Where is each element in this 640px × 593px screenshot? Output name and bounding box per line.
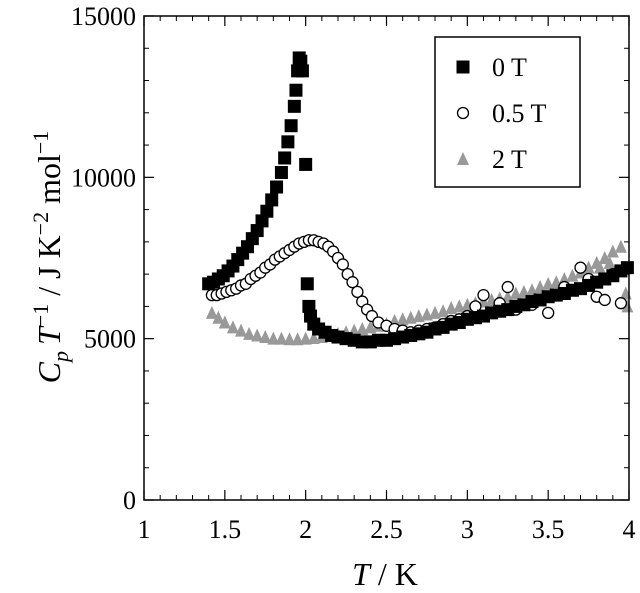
legend-label-0-5-t: 0.5 T (492, 99, 547, 128)
y-title-sup3: −1 (28, 131, 53, 154)
data-points (202, 51, 634, 349)
data-point-2-t (606, 244, 619, 258)
data-point-2-t (205, 305, 218, 319)
x-tick-label: 1.5 (209, 515, 242, 544)
y-title-t: T (31, 325, 67, 345)
data-point-0-t (265, 193, 279, 207)
y-axis-title: CpT−1 / J K−2 mol−1 (28, 131, 73, 384)
data-point-0-5-t (346, 276, 359, 289)
data-point-0-t (287, 99, 301, 113)
x-tick-label: 3 (461, 515, 474, 544)
data-point-2-t (212, 310, 225, 324)
y-tick-label: 15000 (71, 2, 136, 31)
data-point-2-t (621, 299, 634, 313)
data-point-2-t (299, 331, 312, 345)
data-point-0-5-t (614, 297, 628, 310)
data-point-0-5-t (574, 261, 587, 274)
data-point-0-t (274, 165, 288, 179)
data-point-2-t (251, 328, 264, 342)
axis-tick-labels: 1 1.5 2 2.5 3 3.5 4 0 5000 10000 15000 (71, 2, 636, 544)
data-point-2-t (291, 332, 304, 346)
data-point-2-t (593, 260, 606, 274)
data-point-0-5-t (542, 306, 555, 320)
legend-label-2-t: 2 T (492, 145, 527, 174)
data-point-2-t (614, 239, 627, 253)
data-point-2-t (603, 255, 616, 269)
data-point-0-t (260, 204, 274, 218)
svg-text:CpT−1 / J K−2 mol−1: CpT−1 / J K−2 mol−1 (28, 131, 73, 384)
data-point-2-t (275, 331, 288, 345)
data-point-0-t (300, 277, 314, 291)
data-point-0-t (284, 119, 298, 133)
data-point-2-t (226, 320, 239, 334)
series-0-5-t (205, 234, 628, 339)
x-tick-label: 2.5 (370, 515, 403, 544)
data-point-2-t (283, 332, 296, 346)
series-0-t (202, 51, 634, 349)
data-point-2-t (235, 323, 247, 337)
data-point-0-5-t (351, 285, 364, 299)
y-title-sub: p (48, 351, 73, 364)
plot-frame (143, 15, 630, 501)
y-title-c: C (31, 361, 67, 383)
legend-marker-2-t (457, 152, 469, 165)
legend-label-0-t: 0 T (492, 53, 527, 82)
data-point-0-5-t (598, 293, 611, 307)
y-title-mol: mol (31, 154, 67, 212)
y-tick-label: 10000 (71, 163, 136, 192)
data-point-0-t (620, 261, 634, 275)
x-title-t: T (352, 556, 372, 592)
x-axis-title: T / K (352, 556, 418, 592)
y-title-mid: / J K (31, 235, 67, 303)
y-tick-label: 5000 (84, 325, 136, 354)
data-point-0-5-t (336, 258, 350, 271)
data-point-2-t (267, 331, 280, 345)
legend-marker-0-5-t (456, 106, 470, 120)
x-tick-label: 2 (299, 515, 312, 544)
x-tick-label: 3.5 (532, 515, 565, 544)
x-title-rest: / K (370, 556, 418, 592)
data-point-2-t (307, 331, 320, 345)
y-title-sup2: −2 (28, 212, 53, 235)
data-point-0-t (289, 83, 303, 97)
x-tick-label: 4 (623, 515, 636, 544)
data-point-0-5-t (501, 280, 514, 294)
data-point-2-t (259, 330, 272, 344)
data-point-2-t (218, 315, 231, 329)
y-title-sup1: −1 (28, 304, 53, 327)
data-point-0-t (299, 157, 313, 171)
data-point-0-t (295, 64, 309, 78)
x-tick-label: 1 (138, 515, 151, 544)
data-point-0-t (270, 180, 284, 194)
y-tick-label: 0 (123, 486, 136, 515)
legend-marker-0-t (456, 60, 470, 74)
data-point-2-t (243, 326, 256, 340)
data-point-0-t (278, 151, 292, 165)
data-point-0-t (281, 135, 295, 149)
data-point-0-5-t (477, 288, 490, 302)
legend: 0 T 0.5 T 2 T (434, 36, 581, 188)
